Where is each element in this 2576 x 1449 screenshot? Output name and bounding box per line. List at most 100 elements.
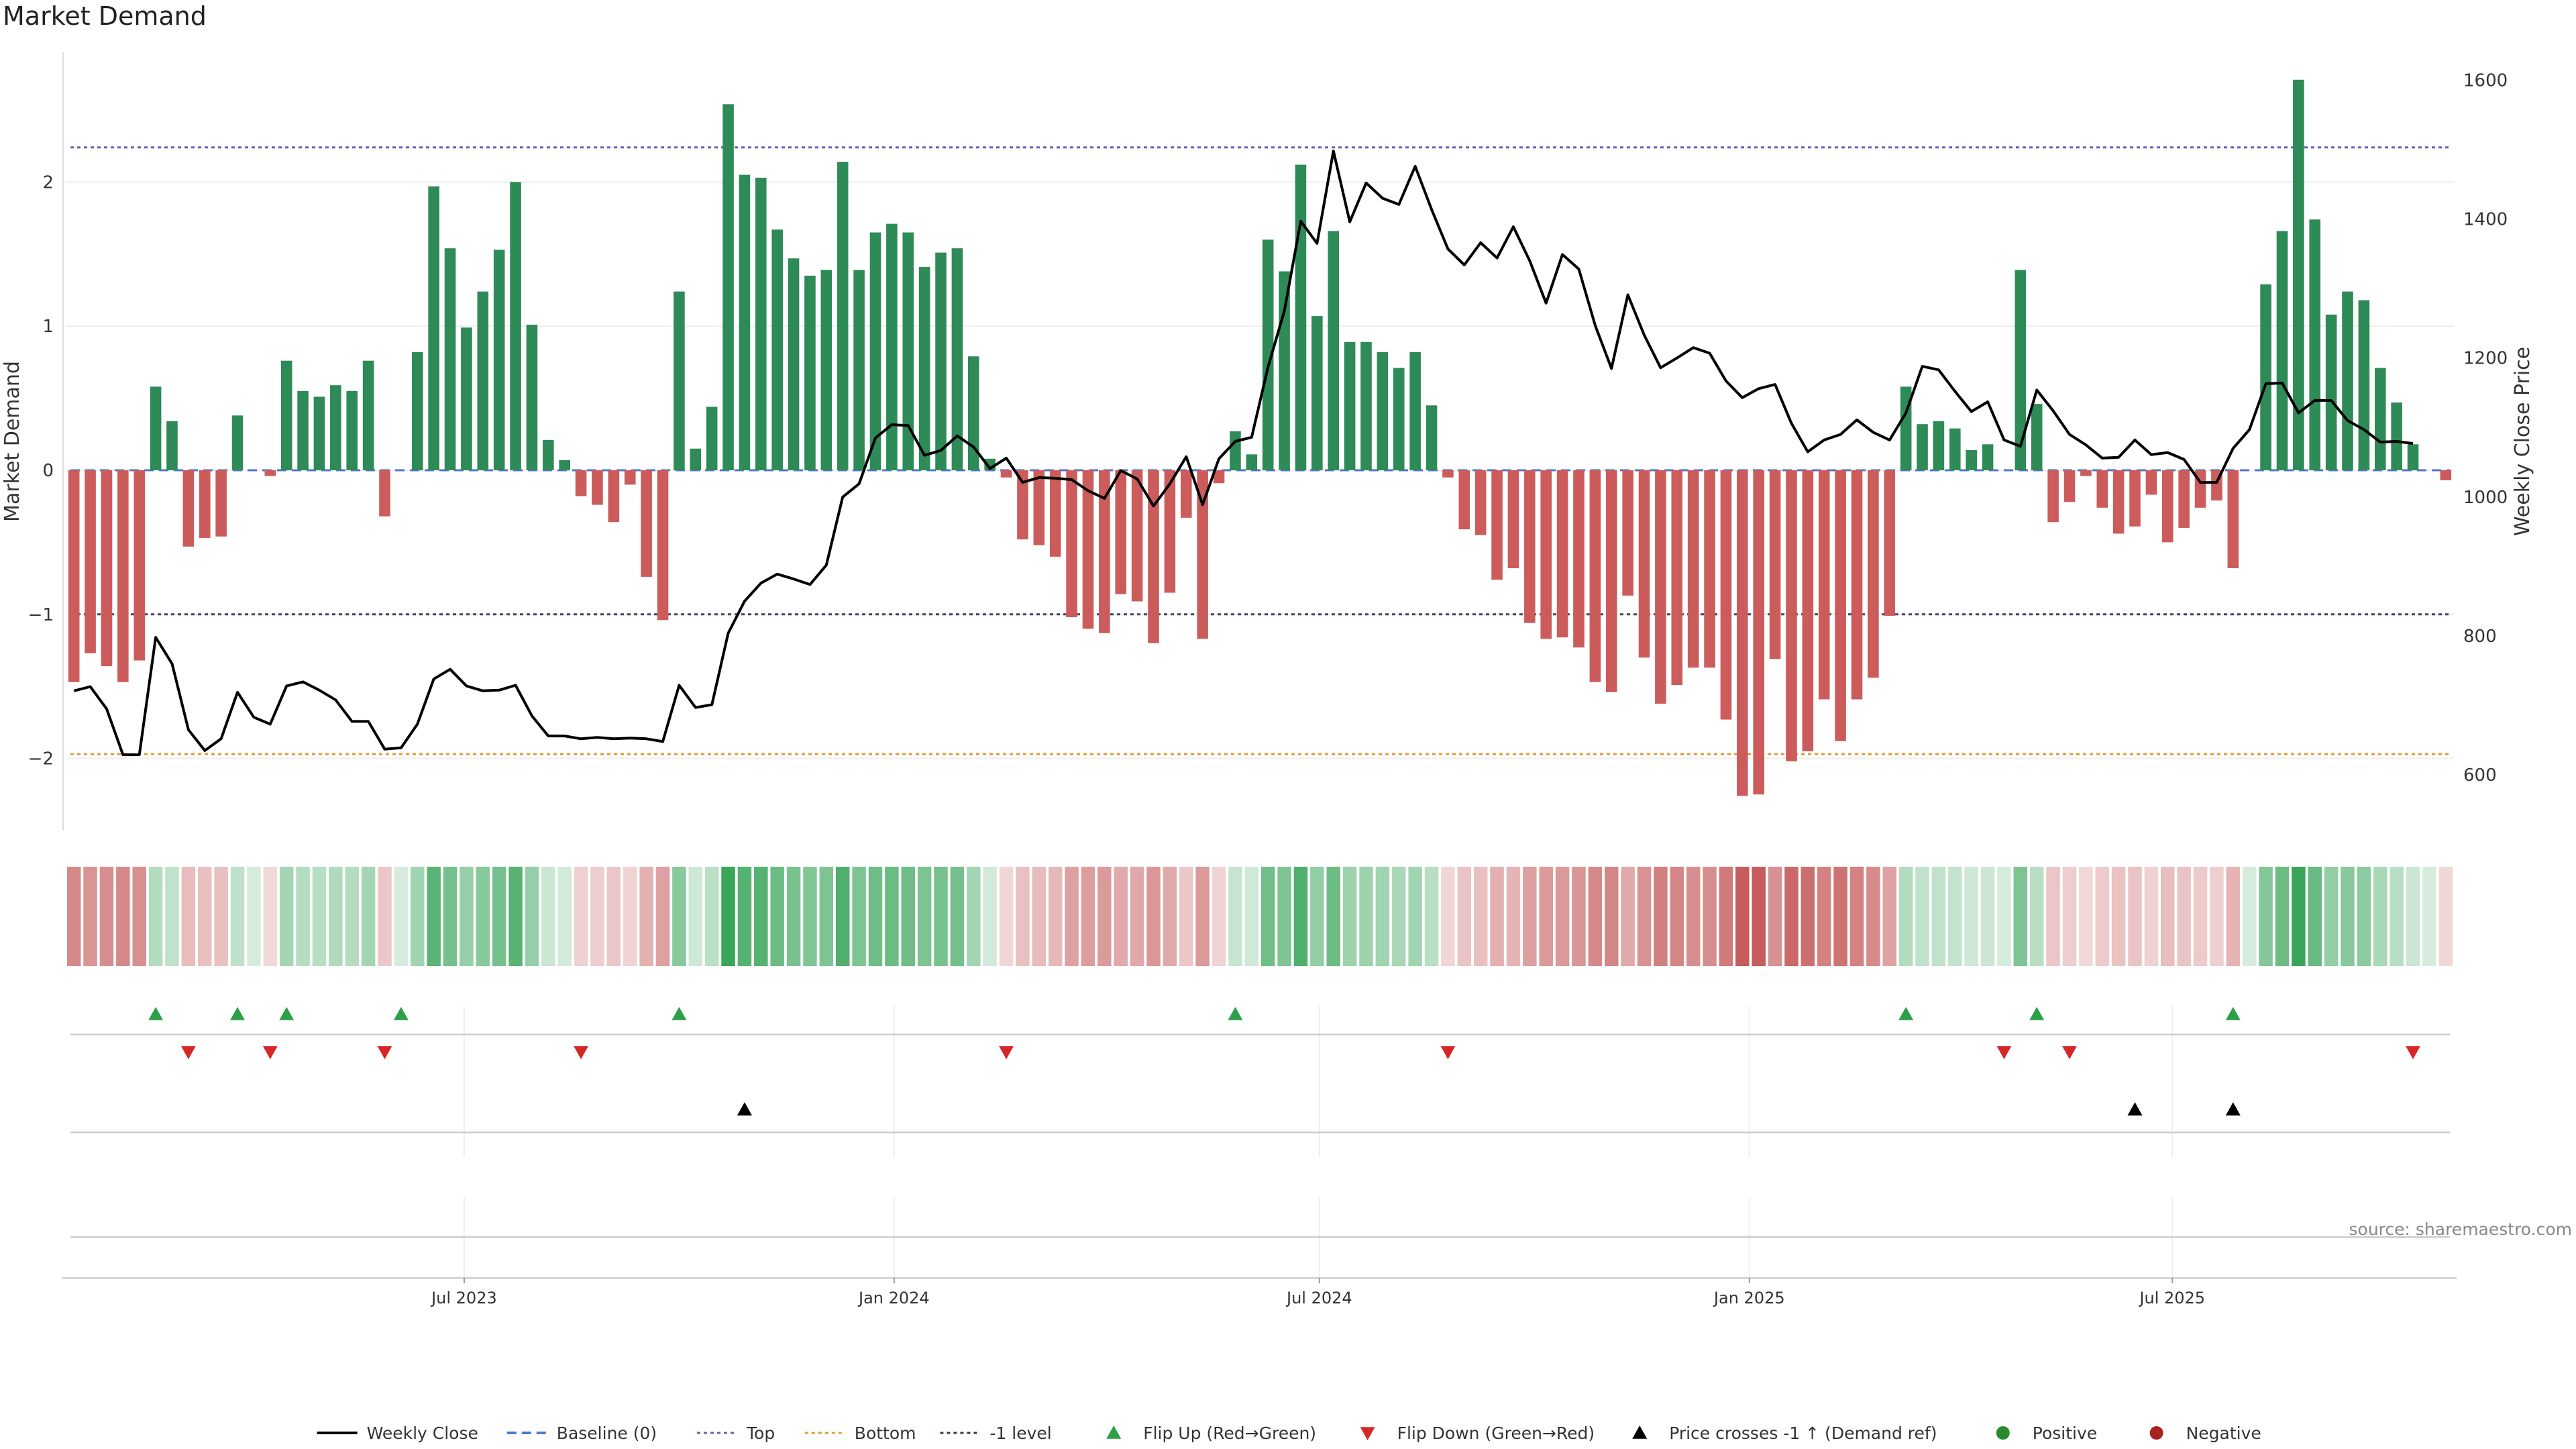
demand-bar-positive xyxy=(166,421,178,470)
demand-bar-positive xyxy=(1246,454,1258,470)
heat-cell xyxy=(950,867,965,966)
y-right-tick-label: 800 xyxy=(2463,627,2497,647)
demand-bar-positive xyxy=(1949,428,1961,470)
y-left-tick-label: 0 xyxy=(42,461,54,481)
heat-cell xyxy=(116,867,130,966)
heat-cell xyxy=(2357,867,2371,966)
heat-cell xyxy=(1654,867,1668,966)
flip-down-marker xyxy=(262,1046,278,1059)
heat-cell xyxy=(2324,867,2339,966)
demand-bar-negative xyxy=(624,470,636,485)
demand-bar-negative xyxy=(1605,470,1617,692)
demand-bar-positive xyxy=(313,396,325,470)
heat-cell xyxy=(835,867,850,966)
demand-bar-negative xyxy=(1115,470,1127,594)
y-left-tick-label: 1 xyxy=(42,317,54,337)
demand-bar-positive xyxy=(526,325,538,470)
y-right-tick-label: 1400 xyxy=(2463,210,2508,230)
heat-cell xyxy=(999,867,1014,966)
demand-bar-positive xyxy=(2342,291,2353,470)
heat-cell xyxy=(1048,867,1063,966)
demand-bar-positive xyxy=(2358,300,2370,470)
demand-bar-negative xyxy=(2063,470,2076,502)
demand-bar-negative xyxy=(1066,470,1077,618)
heat-cell xyxy=(2046,867,2060,966)
heat-cell xyxy=(1801,867,1815,966)
demand-bar-negative xyxy=(1638,470,1650,658)
flip-up-marker xyxy=(2225,1007,2241,1020)
flip-down-marker xyxy=(180,1046,196,1059)
heat-cell xyxy=(2013,867,2028,966)
heat-cell xyxy=(721,867,735,966)
demand-bar-positive xyxy=(510,182,521,470)
heat-cell xyxy=(2029,867,2044,966)
heat-cell xyxy=(1195,867,1210,966)
heat-cell xyxy=(1735,867,1750,966)
heat-cell xyxy=(1130,867,1144,966)
heat-cell xyxy=(132,867,146,966)
demand-bar-negative xyxy=(1671,470,1683,686)
demand-bar-positive xyxy=(559,460,570,470)
heat-cell xyxy=(704,867,719,966)
heat-cell xyxy=(1506,867,1521,966)
demand-bar-positive xyxy=(2031,404,2043,470)
legend-label: Negative xyxy=(2186,1424,2261,1443)
demand-bar-positive xyxy=(674,291,685,470)
demand-bar-positive xyxy=(771,229,783,470)
demand-bar-positive xyxy=(150,386,162,470)
heat-cell xyxy=(1555,867,1570,966)
demand-bar-negative xyxy=(199,470,211,538)
demand-bar-positive xyxy=(2276,231,2288,470)
demand-bar-positive xyxy=(690,448,702,470)
heat-cell xyxy=(214,867,228,966)
heat-cell xyxy=(967,867,981,966)
price-cross-marker xyxy=(2127,1102,2143,1116)
demand-bar-negative xyxy=(1704,470,1715,668)
demand-bar-positive xyxy=(461,327,472,470)
demand-bar-positive xyxy=(1311,316,1323,470)
demand-bar-negative xyxy=(608,470,620,523)
heat-cell xyxy=(2438,867,2453,966)
demand-bar-negative xyxy=(1868,470,1879,678)
heat-cell xyxy=(639,867,653,966)
heat-cell xyxy=(165,867,179,966)
heat-cell xyxy=(1752,867,1766,966)
demand-bar-negative xyxy=(1753,470,1764,795)
heat-cell xyxy=(312,867,327,966)
heat-cell xyxy=(1375,867,1390,966)
heat-cell xyxy=(1898,867,1913,966)
heat-cell xyxy=(329,867,343,966)
heat-cell xyxy=(737,867,752,966)
heat-cell xyxy=(1849,867,1864,966)
heat-cell xyxy=(2095,867,2109,966)
axis-layer: −2 −1 0 1 2 600 800 1000 1200 1400 1600 Market Dema… xyxy=(1,52,2534,1307)
heat-cell xyxy=(1621,867,1635,966)
y-right-tick-label: 1600 xyxy=(2463,70,2508,91)
heat-cell xyxy=(1572,867,1586,966)
heat-cell xyxy=(1441,867,1455,966)
heat-cell xyxy=(2226,867,2241,966)
demand-bar-positive xyxy=(902,232,914,470)
heat-cell xyxy=(1670,867,1684,966)
heat-cell xyxy=(1768,867,1782,966)
heat-cell xyxy=(1065,867,1079,966)
weekly-close-line xyxy=(73,150,2414,757)
flip-up-marker xyxy=(672,1007,687,1020)
heat-cell xyxy=(230,867,245,966)
heat-cell xyxy=(394,867,409,966)
flip-down-marker xyxy=(377,1046,392,1059)
demand-bar-positive xyxy=(1917,424,1928,470)
heat-cell xyxy=(2373,867,2387,966)
demand-bar-negative xyxy=(2112,470,2125,534)
demand-bar-negative xyxy=(1720,470,1732,720)
heat-cell xyxy=(181,867,196,966)
heat-cell xyxy=(1260,867,1275,966)
demand-bar-negative xyxy=(1851,470,1863,700)
heat-cell xyxy=(770,867,784,966)
heat-cell xyxy=(1424,867,1439,966)
demand-bar-positive xyxy=(2309,219,2321,470)
flip-up-marker xyxy=(2029,1007,2045,1020)
heat-cell xyxy=(2390,867,2404,966)
